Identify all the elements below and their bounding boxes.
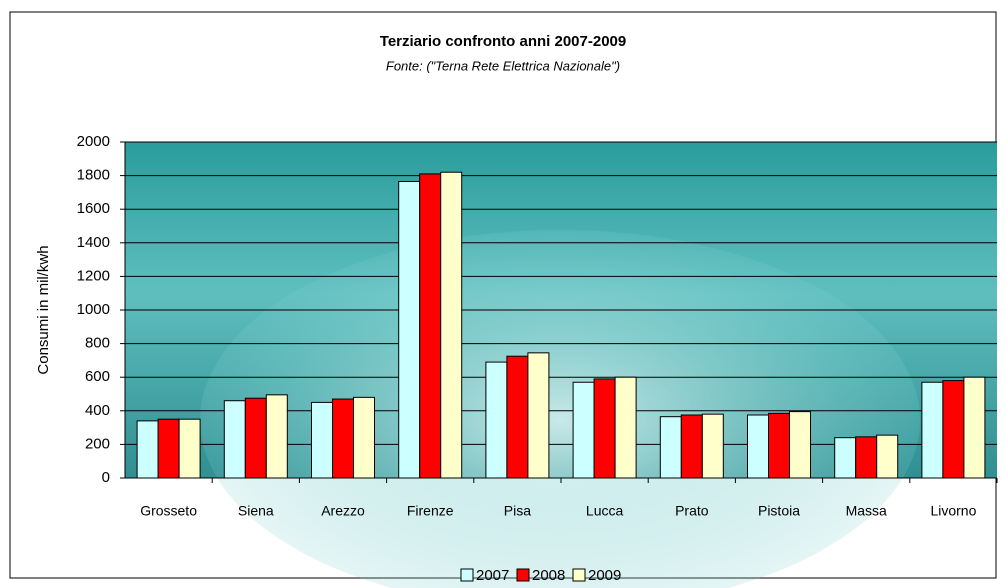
bar (922, 382, 943, 478)
y-tick-label: 200 (85, 435, 110, 452)
bar (681, 415, 702, 478)
legend-swatch (573, 569, 585, 581)
x-tick-label: Grosseto (140, 503, 197, 519)
y-tick-label: 1600 (77, 200, 110, 217)
x-tick-label: Pisa (504, 503, 531, 519)
bar (573, 382, 594, 478)
bar (420, 174, 441, 478)
bar (441, 172, 462, 478)
bar (507, 356, 528, 478)
bar (312, 402, 333, 478)
bar (399, 181, 420, 478)
y-tick-label: 1800 (77, 167, 110, 184)
x-tick-label: Pistoia (758, 503, 800, 519)
bar (528, 353, 549, 478)
x-tick-label: Prato (675, 503, 709, 519)
bar (486, 362, 507, 478)
bar (877, 435, 898, 478)
bar (702, 414, 723, 478)
bar (245, 398, 266, 478)
bar (943, 381, 964, 478)
bar (266, 395, 287, 478)
bar (660, 417, 681, 478)
y-tick-label: 1200 (77, 267, 110, 284)
x-tick-label: Siena (238, 503, 274, 519)
legend-label: 2009 (588, 567, 621, 584)
x-tick-label: Firenze (407, 503, 454, 519)
bar (615, 377, 636, 478)
bar (594, 379, 615, 478)
chart-title: Terziario confronto anni 2007-2009 (380, 33, 626, 50)
y-tick-label: 400 (85, 402, 110, 419)
bar (158, 419, 179, 478)
chart: Terziario confronto anni 2007-2009 Fonte… (0, 0, 1006, 588)
bar (224, 401, 245, 478)
x-tick-label: Massa (846, 503, 887, 519)
y-tick-label: 2000 (77, 133, 110, 150)
y-tick-label: 800 (85, 335, 110, 352)
bar (137, 421, 158, 478)
bar (748, 415, 769, 478)
bar (835, 438, 856, 478)
legend-swatch (461, 569, 473, 581)
chart-subtitle: Fonte: ("Terna Rete Elettrica Nazionale"… (386, 58, 620, 73)
y-tick-label: 0 (102, 469, 110, 486)
bar (856, 437, 877, 478)
y-axis-label: Consumi in mil/kwh (35, 245, 52, 374)
y-tick-label: 1400 (77, 234, 110, 251)
bar (333, 399, 354, 478)
bar (769, 413, 790, 478)
y-tick-label: 600 (85, 368, 110, 385)
bar (790, 412, 811, 478)
bar (179, 419, 200, 478)
bar (964, 377, 985, 478)
legend-label: 2008 (532, 567, 565, 584)
legend-label: 2007 (476, 567, 509, 584)
x-tick-label: Arezzo (321, 503, 365, 519)
legend-swatch (517, 569, 529, 581)
bar (354, 397, 375, 478)
y-tick-label: 1000 (77, 301, 110, 318)
x-tick-label: Livorno (930, 503, 976, 519)
x-tick-label: Lucca (586, 503, 624, 519)
